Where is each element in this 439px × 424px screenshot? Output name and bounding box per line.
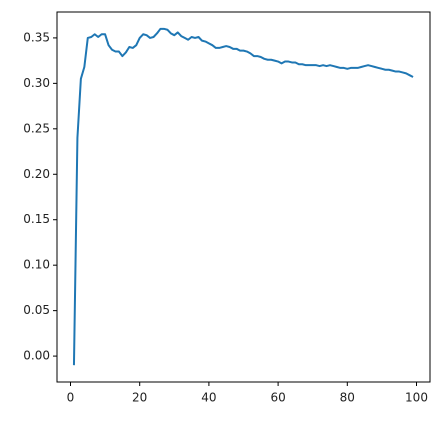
- x-tick-label: 20: [132, 391, 147, 405]
- y-tick-label: 0.15: [23, 212, 50, 226]
- y-tick-label: 0.30: [23, 76, 50, 90]
- axes-frame: [56, 11, 431, 383]
- y-tick-label: 0.05: [23, 303, 50, 317]
- y-tick-label: 0.00: [23, 349, 50, 363]
- data-line: [72, 27, 414, 366]
- x-tick-label: 40: [201, 391, 216, 405]
- y-tick-label: 0.10: [23, 258, 50, 272]
- x-tick-label: 100: [405, 391, 428, 405]
- x-tick-label: 0: [67, 391, 75, 405]
- y-tick-label: 0.20: [23, 167, 50, 181]
- x-tick-label: 60: [270, 391, 285, 405]
- y-tick-label: 0.25: [23, 121, 50, 135]
- x-tick-label: 80: [340, 391, 355, 405]
- y-tick-label: 0.35: [23, 30, 50, 44]
